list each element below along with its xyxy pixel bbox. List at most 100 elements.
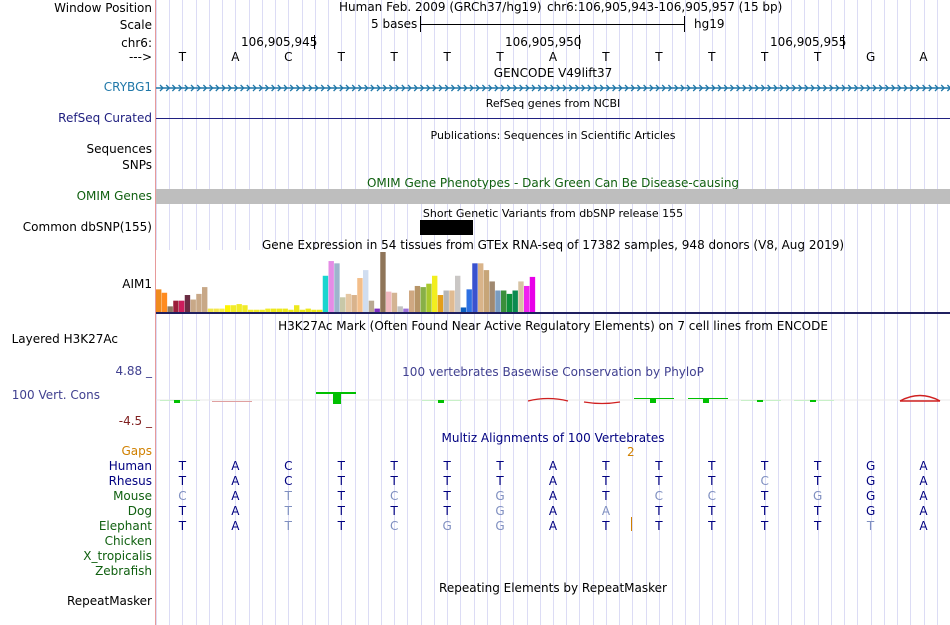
alignment-base-human: T [178,459,187,473]
alignment-base-rhesus: T [708,474,716,488]
phylop-mark [899,394,941,402]
species-label-zebrafish[interactable]: Zebrafish [95,564,152,578]
gtex-bar [357,278,363,312]
alignment-base-dog: G [495,504,505,518]
alignment-base-elephant: T [761,519,769,533]
repeatmasker-track-title[interactable]: Repeating Elements by RepeatMasker [439,581,667,595]
alignment-base-human: T [761,459,769,473]
position-text: chr6:106,905,943-106,905,957 (15 bp) [547,0,783,14]
alignment-base-dog: T [443,504,451,518]
gtex-bar [265,308,271,312]
coord-tick-1 [314,35,315,49]
coord-tick-3 [843,35,844,49]
gtex-bar [524,285,530,312]
aim1-label[interactable]: AIM1 [122,277,152,291]
omim-label[interactable]: OMIM Genes [76,189,152,203]
gtex-bar [184,295,191,312]
phylop-mark [703,398,709,403]
dbsnp-label[interactable]: Common dbSNP(155) [22,220,152,234]
species-label-chicken[interactable]: Chicken [104,534,152,548]
strand-arrow-label: ---> [128,50,152,64]
gtex-track-title[interactable]: Gene Expression in 54 tissues from GTEx … [261,238,845,252]
dbsnp-track-title[interactable]: Short Genetic Variants from dbSNP releas… [422,207,684,220]
scale-label: Scale [119,18,152,32]
gtex-bar [230,305,237,312]
alignment-base-mouse: A [548,489,558,503]
gtex-bar [207,308,214,312]
species-label-xtropicalis[interactable]: X_tropicalis [83,549,152,563]
phylop-conservation-plot[interactable] [156,380,950,420]
gtex-bar [161,292,168,312]
refseq-label[interactable]: RefSeq Curated [58,111,152,125]
gtex-bar [259,309,265,312]
gaps-label[interactable]: Gaps [121,444,152,458]
cons-label[interactable]: 100 Vert. Cons [11,388,100,402]
gtex-bar [414,285,421,312]
gtex-bar [455,275,461,312]
h3k27ac-label[interactable]: Layered H3K27Ac [11,332,118,346]
gencode-track-title[interactable]: GENCODE V49lift37 [493,66,613,80]
publications-track-title[interactable]: Publications: Sequences in Scientific Ar… [430,129,676,142]
phylop-mark [316,392,356,394]
crybg1-gene-line[interactable] [156,82,950,94]
alignment-base-human: T [602,459,610,473]
alignment-base-rhesus: T [390,474,398,488]
phylop-mark [527,397,569,402]
refseq-gene-line[interactable] [156,118,950,119]
gtex-bar [489,281,495,312]
gtex-bar [363,270,369,312]
dbsnp-variant[interactable] [420,220,473,235]
alignment-base-dog: T [655,504,663,518]
reference-base: T [496,50,504,64]
h3k27ac-track-title[interactable]: H3K27Ac Mark (Often Found Near Active Re… [278,319,828,333]
gtex-bar [397,306,403,312]
alignment-base-mouse: C [178,489,187,503]
alignment-base-human: A [919,459,928,473]
alignment-base-rhesus: T [178,474,187,488]
alignment-base-elephant: T [708,519,716,533]
alignment-base-elephant: A [548,519,558,533]
gtex-bar [156,289,162,312]
gtex-bar [426,283,432,312]
alignment-base-elephant: T [337,519,345,533]
alignment-base-mouse: C [707,489,716,503]
gtex-bar [322,275,329,312]
phylop-mark [810,400,816,402]
repeatmasker-label[interactable]: RepeatMasker [66,594,152,608]
alignment-base-elephant: T [284,519,292,533]
gtex-bar [179,300,185,312]
omim-track-title[interactable]: OMIM Gene Phenotypes - Dark Green Can Be… [366,176,740,190]
species-label-elephant[interactable]: Elephant [98,519,152,533]
phylop-track-title[interactable]: 100 vertebrates Basewise Conservation by… [402,365,704,379]
species-label-rhesus[interactable]: Rhesus [108,474,152,488]
omim-gene-bar[interactable] [156,189,950,204]
species-label-dog[interactable]: Dog [127,504,152,518]
alignment-base-human: T [813,459,822,473]
cons-min-label: -4.5 _ [118,414,152,428]
refseq-track-title[interactable]: RefSeq genes from NCBI [485,97,621,110]
species-label-human[interactable]: Human [108,459,152,473]
gtex-bar [271,308,277,312]
species-label-mouse[interactable]: Mouse [113,489,152,503]
gtex-bar [460,307,467,312]
snps-label[interactable]: SNPs [122,158,152,172]
alignment-base-rhesus: G [865,474,876,488]
alignment-base-mouse: T [602,489,610,503]
gtex-expression-chart[interactable] [156,250,950,316]
reference-base: T [178,50,187,64]
alignment-base-elephant: T [813,519,822,533]
reference-base: T [813,50,822,64]
gtex-bar [506,293,513,312]
sequences-label[interactable]: Sequences [86,142,152,156]
reference-base: T [708,50,716,64]
scale-bar-right-tick [684,16,685,32]
gtex-bar [449,290,455,312]
coord-tick-2 [579,35,580,49]
alignment-base-dog: A [601,504,611,518]
crybg1-label[interactable]: CRYBG1 [103,80,152,94]
gtex-bar [288,309,294,312]
multiz-track-title[interactable]: Multiz Alignments of 100 Vertebrates [441,431,665,445]
gtex-bar [248,309,254,312]
alignment-base-dog: T [761,504,769,518]
gtex-bar [282,308,288,312]
